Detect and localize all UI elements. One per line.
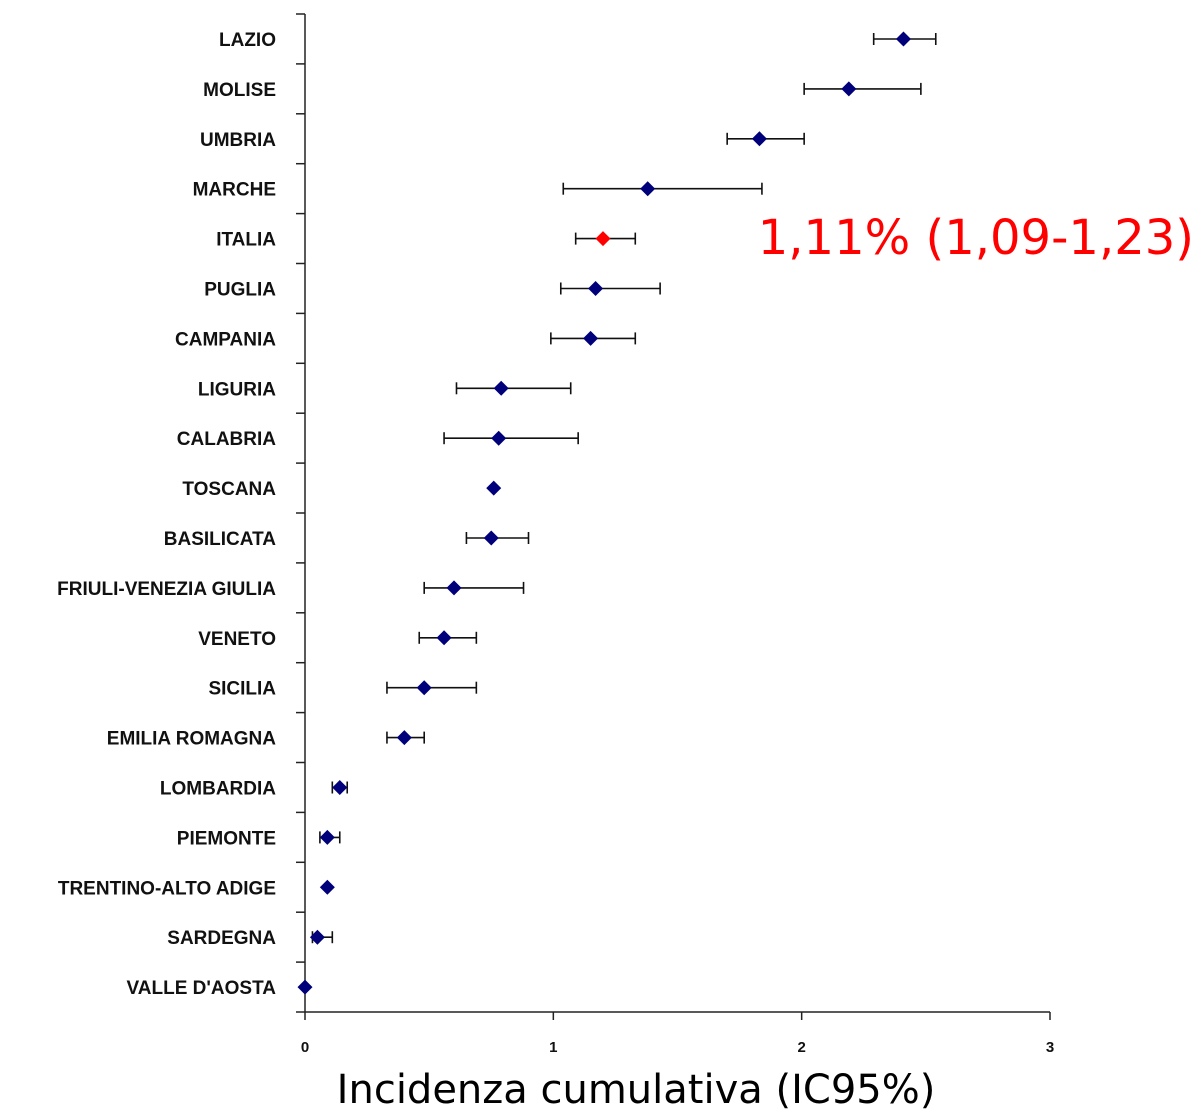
row-trentino-alto-adige: TRENTINO-ALTO ADIGE (58, 878, 335, 899)
x-tick-label: 0 (301, 1039, 309, 1056)
region-label: VALLE D'AOSTA (127, 978, 277, 999)
point-marker (396, 730, 412, 746)
region-label: TRENTINO-ALTO ADIGE (58, 878, 276, 899)
row-toscana: TOSCANA (182, 479, 502, 500)
highlight-point-marker (595, 231, 611, 247)
point-marker (491, 430, 507, 446)
plot-axes (304, 14, 1050, 1013)
row-marche: MARCHE (193, 180, 763, 201)
point-marker (319, 829, 335, 845)
row-liguria: LIGURIA (198, 379, 572, 400)
point-marker (309, 929, 325, 945)
point-marker (416, 680, 432, 696)
point-marker (486, 480, 502, 496)
row-puglia: PUGLIA (204, 280, 661, 301)
region-label: ITALIA (216, 230, 276, 251)
plot-rows: LAZIO MOLISE UMBRIA MARCHE ITALIA PUGLIA CAMPA… (57, 30, 937, 999)
point-marker (588, 281, 604, 296)
point-marker (841, 81, 857, 97)
point-marker (751, 131, 767, 147)
point-marker (483, 530, 499, 546)
region-label: VENETO (198, 629, 276, 650)
point-marker (640, 181, 656, 197)
italia-value-annotation: 1,11% (1,09-1,23) (758, 210, 1194, 266)
region-label: PIEMONTE (177, 828, 276, 849)
x-axis-title: Incidenza cumulativa (IC95%) (337, 1067, 936, 1113)
x-axis-ticks: 0 1 2 3 (301, 1012, 1054, 1056)
region-label: LOMBARDIA (160, 779, 276, 800)
region-label: UMBRIA (200, 130, 276, 151)
point-marker (493, 380, 509, 396)
region-label: MARCHE (193, 180, 276, 201)
region-label: BASILICATA (164, 529, 277, 550)
region-label: MOLISE (203, 80, 276, 101)
y-axis-ticks (296, 13, 305, 1013)
x-tick-label: 2 (797, 1039, 805, 1056)
region-label: SICILIA (208, 679, 276, 700)
x-tick-label: 3 (1046, 1039, 1054, 1056)
point-marker (436, 630, 452, 646)
region-label: CAMPANIA (175, 329, 276, 350)
x-tick-label: 1 (549, 1039, 557, 1056)
row-emilia-romagna: EMILIA ROMAGNA (107, 729, 426, 750)
region-label: SARDEGNA (167, 928, 276, 949)
region-label: EMILIA ROMAGNA (107, 729, 277, 750)
row-veneto: VENETO (198, 629, 478, 650)
row-umbria: UMBRIA (200, 130, 805, 151)
row-piemonte: PIEMONTE (177, 828, 341, 849)
region-label: FRIULI-VENEZIA GIULIA (57, 579, 276, 600)
point-marker (895, 31, 911, 47)
row-friuli-venezia-giulia: FRIULI-VENEZIA GIULIA (57, 579, 525, 600)
region-label: LIGURIA (198, 379, 276, 400)
point-marker (332, 780, 348, 795)
region-label: CALABRIA (177, 429, 276, 450)
row-sicilia: SICILIA (208, 679, 478, 700)
row-calabria: CALABRIA (177, 429, 579, 450)
region-label: TOSCANA (182, 479, 276, 500)
row-basilicata: BASILICATA (164, 529, 530, 550)
point-marker (583, 330, 599, 346)
row-lazio: LAZIO (219, 30, 937, 51)
row-lombardia: LOMBARDIA (160, 779, 349, 800)
point-marker (297, 979, 313, 995)
row-sardegna: SARDEGNA (167, 928, 334, 949)
row-molise: MOLISE (203, 80, 922, 101)
region-label: PUGLIA (204, 280, 276, 301)
row-campania: CAMPANIA (175, 329, 637, 350)
point-marker (319, 879, 335, 895)
point-marker (446, 580, 462, 596)
region-label: LAZIO (219, 30, 276, 51)
row-valle-d-aosta: VALLE D'AOSTA (127, 978, 313, 999)
row-italia: ITALIA (216, 230, 637, 251)
